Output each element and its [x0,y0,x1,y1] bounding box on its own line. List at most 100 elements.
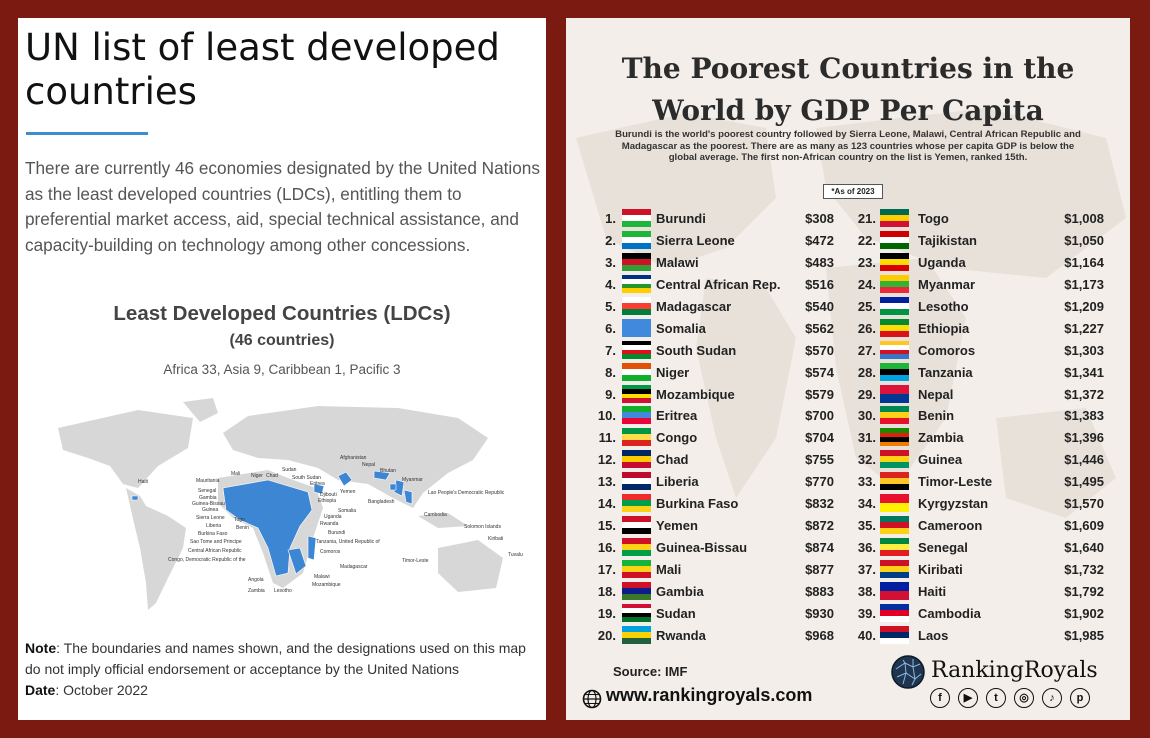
gdp-value: $1,985 [1064,627,1104,643]
gdp-value: $872 [805,518,834,534]
ranking-row: 15. Yemen $872 [586,514,834,536]
country-flag-icon [622,450,651,469]
rank-number: 37. [857,562,876,577]
svg-text:Central African Republic: Central African Republic [188,548,242,554]
gdp-value: $1,732 [1064,562,1104,577]
country-name: Tanzania [918,364,973,380]
svg-text:Guinea: Guinea [202,507,218,513]
country-name: Yemen [656,518,698,534]
gdp-value: $1,372 [1064,386,1104,402]
map-title: Least Developed Countries (LDCs) [113,302,451,325]
svg-text:Mozambique: Mozambique [312,582,341,588]
gdp-value: $1,341 [1064,364,1104,380]
country-name: Ethiopia [918,320,970,336]
gdp-value: $574 [805,364,834,380]
svg-text:Uganda: Uganda [324,514,342,520]
country-flag-icon [622,516,651,535]
as-of-badge: *As of 2023 [823,184,883,199]
gdp-value: $1,902 [1064,605,1104,621]
svg-text:Sao Tome and Principe: Sao Tome and Principe [190,539,242,545]
country-flag-icon [622,472,651,491]
country-flag-icon [880,296,909,315]
instagram-icon[interactable]: ◎ [1014,688,1034,708]
svg-text:Solomon Islands: Solomon Islands [464,524,501,530]
youtube-icon[interactable]: ▶ [958,688,978,708]
rank-number: 10. [597,408,616,424]
ranking-row: 16. Guinea-Bissau $874 [586,536,834,558]
gdp-value: $968 [805,627,834,643]
country-name: Chad [656,452,689,468]
svg-text:Mali: Mali [231,471,240,477]
country-flag-icon [880,384,909,403]
gdp-value: $540 [805,298,834,314]
svg-text:Mauritania: Mauritania [196,478,220,484]
gdp-value: $755 [805,452,834,468]
map-regions: Africa 33, Asia 9, Caribbean 1, Pacific … [163,362,401,377]
svg-text:Afghanistan: Afghanistan [340,455,367,461]
gdp-value: $516 [805,276,834,292]
country-name: Timor-Leste [918,474,993,490]
rank-number: 15. [597,518,616,534]
rank-number: 22. [857,232,876,248]
country-flag-icon [622,603,651,622]
rank-number: 27. [857,342,876,358]
ranking-row: 35. Cameroon $1,609 [846,514,1104,536]
svg-text:Myanmar: Myanmar [402,477,423,483]
tiktok-icon[interactable]: ♪ [1042,688,1062,708]
country-name: Somalia [656,320,706,336]
country-flag-icon [622,362,651,381]
svg-text:Cambodia: Cambodia [424,512,447,518]
country-name: South Sudan [656,342,737,358]
rank-number: 24. [857,276,876,292]
country-name: Gambia [656,583,704,599]
rank-number: 29. [857,386,876,402]
gdp-value: $570 [805,342,834,358]
twitter-icon[interactable]: t [986,688,1006,708]
svg-text:Togo: Togo [234,517,245,523]
gdp-value: $700 [805,408,834,424]
country-name: Comoros [918,342,976,358]
facebook-icon[interactable]: f [930,688,950,708]
pinterest-icon[interactable]: p [1070,688,1090,708]
country-flag-icon [880,450,909,469]
country-name: Mozambique [656,386,735,402]
country-flag-icon [880,494,909,513]
title-underline [26,132,148,135]
ranking-row: 27. Comoros $1,303 [846,339,1104,361]
title-line-1: The Poorest Countries in the [621,52,1075,85]
website-link[interactable]: www.rankingroyals.com [606,685,813,705]
gdp-value: $1,227 [1064,320,1104,336]
gdp-value: $704 [805,430,834,446]
map-note: Note: The boundaries and names shown, an… [25,638,540,701]
gdp-value: $579 [805,386,834,402]
gdp-value: $1,446 [1064,452,1104,468]
country-name: Sudan [656,605,696,621]
country-name: Tajikistan [918,232,978,248]
country-flag-icon [622,340,651,359]
rank-number: 3. [605,254,616,270]
rank-number: 16. [597,540,616,556]
rank-number: 7. [605,342,616,358]
rank-number: 19. [597,605,616,621]
rank-number: 13. [597,474,616,490]
country-name: Zambia [918,430,964,446]
ranking-row: 38. Haiti $1,792 [846,580,1104,602]
ranking-column-1: 1. Burundi $308 2. Sierra Leone $472 3. Malawi $… [586,207,834,646]
ranking-row: 9. Mozambique $579 [586,383,834,405]
country-flag-icon [622,230,651,249]
country-flag-icon [622,406,651,425]
svg-text:Tuvalu: Tuvalu [508,552,523,558]
country-name: Niger [656,364,690,380]
country-flag-icon [622,538,651,557]
rank-number: 18. [597,583,616,599]
country-flag-icon [622,494,651,513]
country-flag-icon [622,384,651,403]
svg-text:Comoros: Comoros [320,549,341,555]
gdp-value: $930 [805,605,834,621]
svg-text:Congo, Democratic Republic of: Congo, Democratic Republic of the [168,557,246,563]
country-flag-icon [880,560,909,578]
rank-number: 6. [605,320,616,336]
svg-text:Chad: Chad [266,473,278,479]
rankingroyals-logo-icon [891,655,925,689]
country-flag-icon [622,252,651,271]
